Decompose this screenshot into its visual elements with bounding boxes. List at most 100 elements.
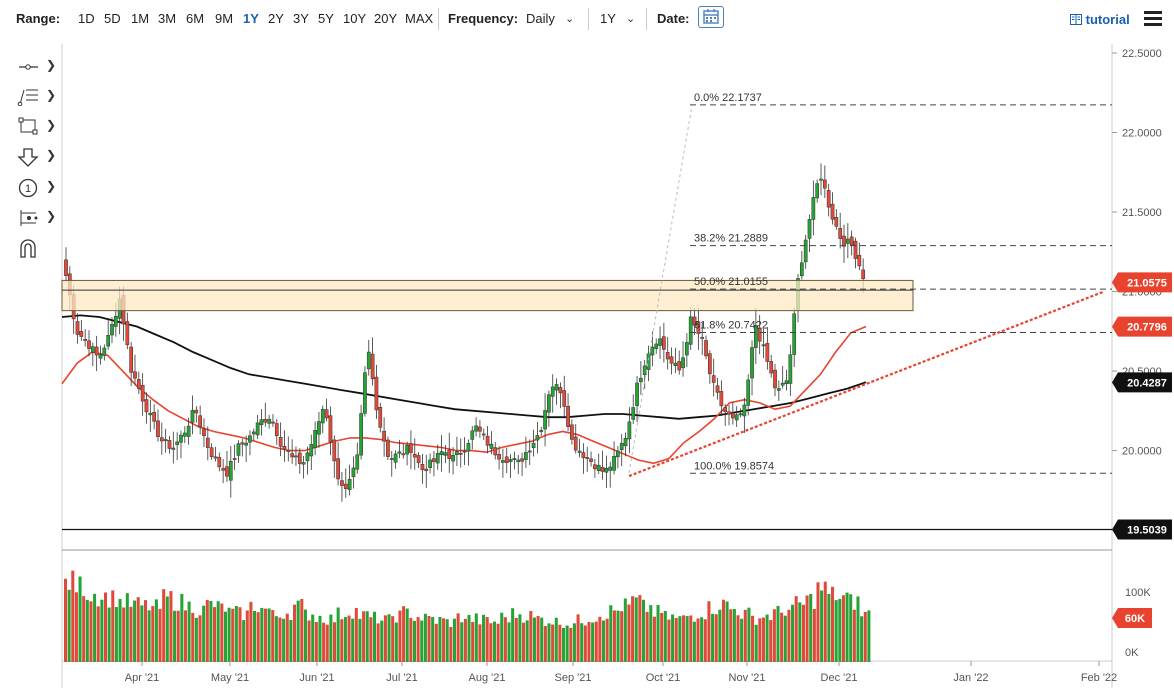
frequency-dropdown[interactable]: Daily [526, 11, 555, 26]
candle-body [547, 394, 551, 413]
chevron-right-icon[interactable]: ❯ [46, 58, 57, 72]
volume-bar [151, 606, 155, 662]
volume-bar [260, 607, 264, 662]
volume-bar [780, 612, 784, 662]
volume-bar [849, 594, 853, 662]
line-tool-icon[interactable]: ❯ [16, 56, 56, 80]
range-1y[interactable]: 1Y [243, 11, 259, 26]
candle-body [665, 352, 670, 360]
divider [438, 8, 439, 30]
candle-body [209, 447, 214, 457]
volume-bar [812, 608, 816, 662]
range-20y[interactable]: 20Y [374, 11, 398, 26]
volume-bar [565, 625, 569, 662]
candle-body [485, 435, 490, 446]
time-tick-label: May '21 [211, 672, 249, 684]
candle-body [98, 354, 103, 359]
candle-body [282, 445, 287, 450]
candle-body [458, 452, 463, 455]
candle-body [202, 428, 206, 437]
range-1m[interactable]: 1M [131, 11, 150, 26]
candle-body [558, 387, 563, 394]
volume-bar [652, 616, 656, 662]
candle-body [497, 454, 501, 460]
range-10y[interactable]: 10Y [343, 11, 367, 26]
volume-bar [678, 616, 682, 662]
range-6m[interactable]: 6M [186, 11, 205, 26]
candle-body [236, 443, 241, 456]
candle-body [478, 426, 482, 432]
volume-bar [609, 605, 613, 662]
volume-bar [93, 593, 97, 662]
volume-bar [136, 597, 140, 662]
volume-bar [194, 617, 198, 662]
range-3m[interactable]: 3M [158, 11, 177, 26]
range-1d[interactable]: 1D [78, 11, 95, 26]
range-3y[interactable]: 3Y [293, 11, 309, 26]
candle-body [416, 455, 421, 464]
fib-tool-icon[interactable]: ❯ [16, 86, 56, 110]
volume-bar [340, 619, 344, 662]
rectangle-tool-icon[interactable]: ❯ [16, 116, 56, 140]
tutorial-link[interactable]: tutorial [1070, 12, 1130, 27]
volume-bar [620, 611, 624, 662]
volume-bar [820, 590, 824, 662]
volume-bar [525, 620, 529, 662]
magnet-icon[interactable] [16, 237, 56, 261]
volume-bar [660, 612, 664, 662]
range-5d[interactable]: 5D [104, 11, 121, 26]
candle-body [156, 420, 160, 437]
candle-body [834, 217, 839, 227]
hamburger-menu-icon[interactable] [1144, 8, 1162, 29]
volume-bar [681, 615, 686, 662]
volume-bar [423, 613, 427, 662]
volume-bar [74, 592, 78, 662]
range-max[interactable]: MAX [405, 11, 434, 26]
measure-tool-icon[interactable]: ❯ [16, 207, 56, 231]
chevron-down-icon[interactable]: ⌄ [565, 13, 575, 25]
calendar-icon[interactable] [698, 6, 724, 28]
volume-bar [594, 621, 598, 662]
range-5y[interactable]: 5Y [318, 11, 334, 26]
candle-body [685, 342, 689, 356]
volume-bar [591, 622, 595, 662]
chevron-right-icon[interactable]: ❯ [46, 148, 57, 162]
volume-bar [96, 606, 100, 662]
arrow-tool-icon[interactable]: ❯ [16, 146, 56, 170]
period-dropdown[interactable]: 1Y [600, 11, 616, 26]
chevron-right-icon[interactable]: ❯ [46, 88, 57, 102]
text-number-tool-icon[interactable]: 1 ❯ [16, 177, 56, 201]
candle-body [481, 433, 486, 436]
candle-body [539, 429, 544, 432]
volume-bar [372, 611, 377, 662]
volume-bar [351, 618, 355, 662]
volume-bar [118, 598, 122, 662]
chevron-down-icon[interactable]: ⌄ [626, 13, 636, 25]
volume-bar [554, 617, 558, 662]
volume-bar [143, 600, 148, 662]
price-tag [1112, 519, 1172, 540]
candle-body [140, 384, 145, 402]
volume-bar [191, 612, 195, 662]
candle-body [83, 338, 88, 341]
volume-bar [231, 608, 235, 662]
chevron-right-icon[interactable]: ❯ [46, 209, 57, 223]
candle-body [232, 458, 237, 460]
volume-bar [122, 607, 126, 662]
candle-body [466, 443, 471, 452]
volume-bar [623, 598, 627, 662]
volume-bar [391, 616, 395, 662]
candle-body [608, 466, 613, 471]
chevron-right-icon[interactable]: ❯ [46, 118, 57, 132]
volume-bar [492, 621, 496, 662]
candle-body [451, 454, 455, 462]
candle-body [723, 407, 728, 412]
candle-body [274, 423, 279, 437]
candle-body [708, 353, 712, 375]
range-9m[interactable]: 9M [215, 11, 234, 26]
volume-bar [325, 624, 329, 662]
candle-body [711, 375, 716, 383]
chevron-right-icon[interactable]: ❯ [46, 179, 57, 193]
range-2y[interactable]: 2Y [268, 11, 284, 26]
